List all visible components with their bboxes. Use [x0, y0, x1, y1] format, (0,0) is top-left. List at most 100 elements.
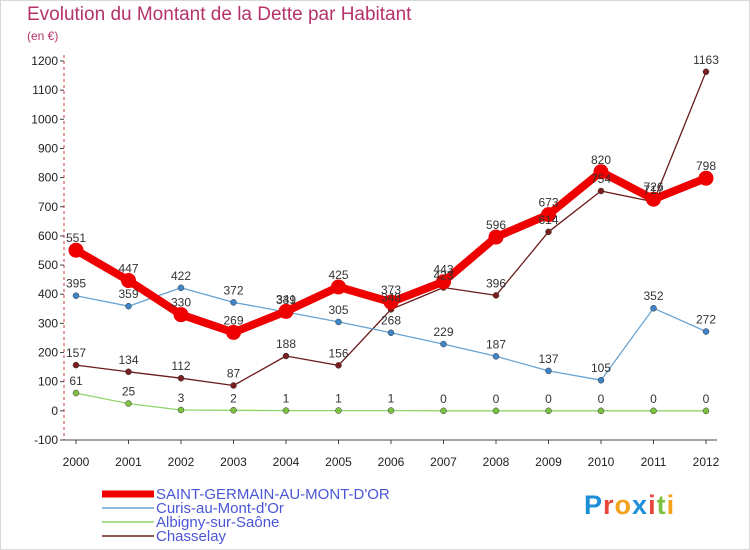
data-point — [387, 407, 395, 414]
y-tick-label: 100 — [38, 375, 58, 389]
data-label: 1 — [335, 392, 342, 406]
y-tick-label: 700 — [38, 200, 58, 214]
data-label: 820 — [591, 153, 611, 167]
data-point — [387, 329, 395, 336]
x-tick-label: 2008 — [483, 455, 510, 469]
data-point — [230, 382, 237, 389]
data-point — [177, 284, 185, 292]
data-labels: 157 134 1128718815634842339661475471711636… — [66, 53, 719, 406]
data-label: 352 — [643, 289, 663, 303]
data-point — [702, 68, 710, 76]
data-point — [545, 367, 552, 375]
data-point — [492, 407, 500, 415]
data-label: 2 — [230, 391, 237, 405]
data-label: 0 — [440, 392, 447, 406]
x-tick-label: 2006 — [378, 455, 405, 469]
data-label: 87 — [227, 366, 241, 380]
logo-letter: o — [614, 490, 633, 520]
data-label: 268 — [381, 314, 401, 328]
data-label: 272 — [696, 313, 716, 327]
data-label: 443 — [433, 263, 453, 277]
data-label: 425 — [328, 268, 348, 282]
data-point — [177, 374, 185, 382]
y-tick-label: 0 — [51, 404, 58, 418]
y-tick-label: -100 — [34, 433, 58, 447]
data-label: 25 — [122, 385, 136, 399]
y-tick-label: 1000 — [31, 112, 58, 126]
data-label: 3 — [178, 391, 185, 405]
proxiti-logo: Proxiti — [584, 490, 675, 521]
data-point — [650, 304, 657, 312]
legend-label: Chasselay — [156, 528, 227, 545]
axes: -100010020030040050060070080090010001100… — [31, 54, 719, 469]
data-label: 717 — [643, 183, 663, 197]
data-label: 359 — [118, 287, 138, 301]
data-label: 156 — [328, 346, 348, 360]
chart-title: Evolution du Montant de la Dette par Hab… — [27, 4, 412, 25]
data-label: 447 — [118, 262, 138, 276]
data-label: 348 — [381, 290, 401, 304]
data-point — [278, 303, 294, 319]
x-tick-label: 2009 — [535, 455, 562, 469]
data-point — [702, 407, 710, 415]
data-label: 798 — [696, 159, 716, 173]
data-point — [282, 352, 290, 360]
data-label: 339 — [276, 293, 296, 307]
data-point — [597, 187, 605, 195]
data-label: 0 — [598, 392, 605, 406]
data-point — [282, 407, 290, 414]
data-point — [72, 361, 80, 369]
data-label: 187 — [486, 337, 506, 351]
data-label: 0 — [493, 392, 500, 406]
data-point — [541, 207, 556, 223]
x-tick-label: 2012 — [693, 455, 720, 469]
x-tick-label: 2001 — [115, 455, 142, 469]
logo-letter: i — [666, 490, 676, 520]
data-point — [125, 302, 132, 310]
data-label: 1163 — [693, 53, 719, 67]
data-point — [331, 279, 346, 295]
data-label: 395 — [66, 277, 86, 291]
data-label: 1 — [283, 392, 290, 406]
x-tick-label: 2004 — [273, 455, 300, 469]
series-line — [75, 71, 707, 387]
x-tick-label: 2002 — [168, 455, 195, 469]
data-label: 422 — [171, 269, 191, 283]
data-point — [230, 407, 237, 414]
legend-label: Curis-au-Mont-d'Or — [156, 500, 284, 517]
data-point — [72, 389, 80, 397]
data-point — [335, 362, 342, 369]
data-point — [226, 324, 241, 340]
data-point — [646, 191, 661, 207]
data-label: 396 — [486, 276, 506, 290]
data-label: 596 — [486, 218, 506, 232]
y-tick-label: 900 — [38, 141, 58, 155]
data-label: 373 — [381, 283, 401, 297]
data-point — [72, 292, 80, 299]
y-tick-label: 300 — [38, 316, 58, 330]
data-label: 330 — [171, 296, 191, 310]
legend: SAINT-GERMAIN-AU-MONT-D'ORCuris-au-Mont-… — [102, 486, 390, 545]
x-tick-label: 2003 — [220, 455, 247, 469]
data-point — [383, 294, 399, 310]
y-tick-label: 600 — [38, 229, 58, 243]
series-layer — [68, 68, 714, 415]
data-point — [698, 170, 714, 186]
data-label: 614 — [538, 213, 558, 227]
data-point — [597, 407, 605, 415]
data-label: 157 — [66, 346, 86, 360]
logo-letter: i — [648, 490, 657, 520]
y-tick-label: 1200 — [31, 54, 58, 68]
x-tick-label: 2007 — [430, 455, 457, 469]
y-tick-label: 800 — [38, 171, 58, 185]
x-tick-label: 2005 — [325, 455, 352, 469]
data-label: 673 — [538, 196, 558, 210]
data-point — [440, 340, 447, 348]
data-label: 61 — [69, 374, 83, 388]
data-label: 112 — [171, 359, 190, 373]
data-point — [335, 407, 342, 414]
x-tick-label: 2000 — [63, 455, 90, 469]
data-label: 269 — [223, 313, 243, 327]
data-label: 188 — [276, 337, 296, 351]
